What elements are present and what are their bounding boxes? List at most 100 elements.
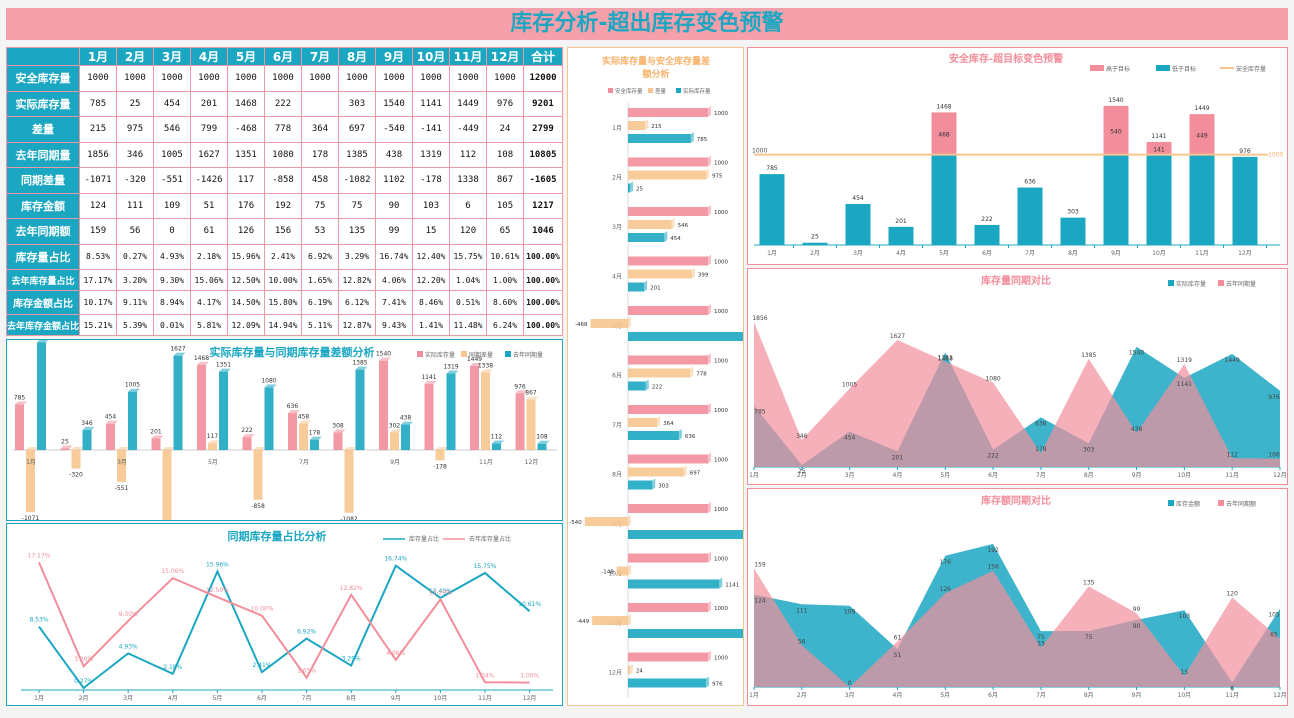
data-label: 1000 xyxy=(714,111,728,117)
column-header: 10月 xyxy=(412,47,450,66)
data-label: 454 xyxy=(105,414,117,421)
table-cell: 1000 xyxy=(486,65,524,92)
table-cell: 5.39% xyxy=(116,314,154,336)
table-cell: 1080 xyxy=(264,141,302,168)
bar xyxy=(299,423,308,450)
data-label: 1000 xyxy=(714,260,728,266)
bar-side xyxy=(708,452,711,464)
bar-top xyxy=(242,434,255,438)
compare-bar-chart: 实际库存量与同期库存量差额分析实际库存量同期差量去年同期量785-1071185… xyxy=(13,332,557,543)
legend-label: 实际库存量 xyxy=(1176,280,1206,288)
table-cell: 1338 xyxy=(449,167,487,194)
legend-swatch xyxy=(461,351,467,357)
tick-label: 1月 xyxy=(34,695,44,702)
table-cell: -468 xyxy=(227,116,265,143)
tick-label: 6月 xyxy=(982,250,992,257)
ratio-line-chart: 同期库存量占比分析 库存量占比 去年库存量占比 1月 2月 3月 4月 5月 6月 7月 8月 9月 1… xyxy=(21,529,553,702)
bar xyxy=(628,121,646,130)
bar-top xyxy=(117,447,129,450)
bar xyxy=(333,432,343,450)
data-label: 0.27% xyxy=(74,678,93,685)
table-cell: -141 xyxy=(412,116,450,143)
bar-low xyxy=(1103,154,1129,245)
data-label: 867 xyxy=(525,390,537,397)
table-cell: 103 xyxy=(412,192,450,219)
bar-side xyxy=(657,416,661,427)
bar-low xyxy=(1017,187,1043,245)
table-cell: 6 xyxy=(449,192,487,219)
data-label: 192 xyxy=(987,547,999,554)
data-label: 1540 xyxy=(1108,97,1123,104)
tick-label: 11月 xyxy=(478,695,492,702)
table-cell: 11.48% xyxy=(449,314,487,336)
tick-label: 10月 xyxy=(1178,472,1192,479)
data-label: 215 xyxy=(651,124,662,130)
data-label: 15 xyxy=(1181,669,1189,676)
data-label: 176 xyxy=(940,559,952,566)
table-cell: 105 xyxy=(486,192,524,219)
data-label: 12.40% xyxy=(429,588,452,595)
bar-top xyxy=(401,421,413,425)
threshold-label-right: 1000 xyxy=(1268,152,1283,159)
bar-high xyxy=(1103,105,1129,155)
bar xyxy=(310,439,319,450)
table-cell: 1000 xyxy=(301,65,339,92)
data-label: 1627 xyxy=(890,333,905,340)
data-label: 108 xyxy=(536,434,548,441)
row-header: 库存量占比 xyxy=(6,243,80,270)
row-header: 同期差量 xyxy=(6,167,80,194)
data-label: 1385 xyxy=(1081,352,1096,359)
table-cell: 12.40% xyxy=(412,243,450,270)
data-label: 159 xyxy=(754,561,766,568)
bar-top xyxy=(310,436,322,440)
data-label: 1080 xyxy=(985,376,1000,383)
bar xyxy=(106,423,115,450)
data-label: 120 xyxy=(1226,591,1238,598)
data-label: 90 xyxy=(1133,623,1141,630)
bar xyxy=(628,504,708,513)
tick-label: 11月 xyxy=(1225,472,1239,479)
bar-side xyxy=(690,366,694,378)
data-label: 438 xyxy=(1131,426,1143,433)
data-label: 178 xyxy=(1035,446,1047,453)
bar-side xyxy=(708,254,711,266)
data-label: 75 xyxy=(1085,634,1093,641)
table-cell: 7.41% xyxy=(375,290,413,315)
table-cell: 4.17% xyxy=(190,290,228,315)
row-header: 去年同期量 xyxy=(6,141,80,168)
data-label: 10.61% xyxy=(518,601,541,608)
bar-side xyxy=(678,429,682,440)
data-label: 1856 xyxy=(752,315,767,322)
table-cell: 10.17% xyxy=(79,290,117,315)
data-label: 222 xyxy=(981,216,993,223)
bar xyxy=(628,480,653,490)
legend-label: 去年库存量占比 xyxy=(469,535,511,543)
tick-label: 3月 xyxy=(853,250,863,257)
table-cell: 346 xyxy=(116,141,154,168)
data-label: 10.00% xyxy=(251,606,274,613)
table-cell: 156 xyxy=(264,218,302,245)
data-label: 0 xyxy=(848,680,852,687)
data-label: -178 xyxy=(433,463,447,470)
bar-side xyxy=(671,218,675,229)
data-label: 201 xyxy=(895,218,907,225)
column-header: 7月 xyxy=(301,47,339,66)
bar xyxy=(515,393,525,450)
data-label: 454 xyxy=(844,435,856,442)
bar-side xyxy=(706,676,710,688)
bar xyxy=(481,372,490,450)
row-header: 去年库存量占比 xyxy=(6,269,80,291)
over-label: 141 xyxy=(1153,146,1165,153)
table-cell: 9201 xyxy=(523,90,563,117)
row-header: 库存金额占比 xyxy=(6,290,80,315)
data-label: 25 xyxy=(811,234,819,241)
bar xyxy=(584,517,628,526)
tick-label: 5月 xyxy=(939,250,949,257)
legend-swatch xyxy=(1218,500,1224,506)
compare-bar-panel: 实际库存量与同期库存量差额分析实际库存量同期差量去年同期量785-1071185… xyxy=(6,332,563,543)
bar xyxy=(628,134,691,143)
bar xyxy=(470,365,479,450)
table-cell: 697 xyxy=(338,116,376,143)
bar xyxy=(628,332,746,341)
data-label: 135 xyxy=(1083,579,1095,586)
